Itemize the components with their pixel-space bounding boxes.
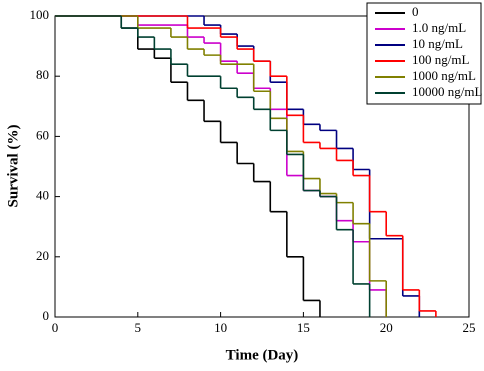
x-tick-label: 20 (380, 320, 393, 335)
x-tick-label: 25 (463, 320, 476, 335)
y-tick-label: 0 (43, 308, 50, 323)
y-tick-label: 100 (30, 7, 50, 22)
y-tick-label: 20 (36, 248, 49, 263)
x-tick-label: 10 (214, 320, 227, 335)
legend-label: 100 ng/mL (412, 52, 469, 67)
plot-frame (54, 15, 470, 318)
legend-label: 1000 ng/mL (412, 68, 476, 83)
legend-label: 10 ng/mL (412, 36, 463, 51)
x-axis-label: Time (Day) (226, 347, 299, 363)
legend-label: 1.0 ng/mL (412, 20, 466, 35)
legend-box (366, 2, 482, 105)
legend-label: 0 (412, 4, 419, 19)
legend-label: 10000 ng/mL (412, 84, 482, 99)
y-tick-label: 60 (36, 127, 49, 142)
x-tick-label: 15 (297, 320, 310, 335)
x-tick-label: 0 (52, 320, 59, 335)
y-axis-label: Survival (%) (5, 125, 21, 208)
y-tick-label: 80 (36, 67, 49, 82)
y-tick-label: 40 (36, 188, 49, 203)
x-tick-label: 5 (135, 320, 142, 335)
